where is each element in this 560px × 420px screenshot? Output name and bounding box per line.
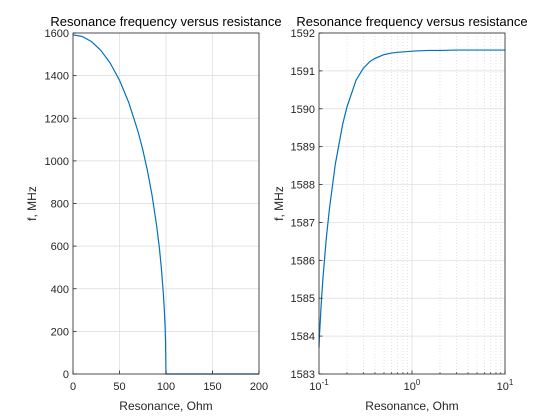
ticks-right: 10-1 100 101 1583 1584 1585 1586 1587 1588 1589 15… bbox=[291, 28, 514, 393]
chart-title-right: Resonance frequency versus resistance bbox=[296, 14, 527, 29]
y-tick-label: 1583 bbox=[291, 369, 315, 381]
y-tick-label: 200 bbox=[51, 326, 69, 338]
ticks-left: 0 50 100 150 200 0 200 400 600 800 1000 1200 1400 160… bbox=[45, 28, 269, 393]
y-tick-label: 1400 bbox=[45, 71, 69, 83]
y-tick-label: 1591 bbox=[291, 66, 315, 78]
x-tick-label: 0 bbox=[70, 381, 76, 393]
y-tick-label: 1600 bbox=[45, 28, 69, 40]
y-tick-label: 1200 bbox=[45, 113, 69, 125]
x-axis-label-left: Resonance, Ohm bbox=[119, 399, 212, 413]
chart-right: 10-1 100 101 1583 1584 1585 1586 1587 1588 1589 15… bbox=[272, 14, 528, 413]
y-tick-label: 1587 bbox=[291, 217, 315, 229]
chart-left: 0 50 100 150 200 0 200 400 600 800 1000 1200 1400 160… bbox=[25, 14, 282, 413]
y-tick-label: 1592 bbox=[291, 28, 315, 40]
y-tick-label: 1589 bbox=[291, 142, 315, 154]
series-line-right bbox=[318, 49, 505, 348]
x-tick-label: 10-1 bbox=[309, 378, 329, 393]
y-axis-label-right: f, MHz bbox=[272, 186, 286, 221]
x-tick-label: 100 bbox=[404, 378, 421, 393]
y-tick-label: 1585 bbox=[291, 293, 315, 305]
y-tick-label: 1000 bbox=[45, 156, 69, 168]
x-axis-label-right: Resonance, Ohm bbox=[365, 399, 458, 413]
y-tick-label: 400 bbox=[51, 284, 69, 296]
x-tick-label: 200 bbox=[250, 381, 268, 393]
y-tick-label: 1586 bbox=[291, 255, 315, 267]
y-tick-label: 1584 bbox=[291, 331, 315, 343]
x-tick-label: 150 bbox=[203, 381, 221, 393]
y-tick-label: 1588 bbox=[291, 180, 315, 192]
y-tick-label: 1590 bbox=[291, 104, 315, 116]
y-tick-label: 0 bbox=[63, 369, 69, 381]
y-tick-label: 800 bbox=[51, 199, 69, 211]
x-tick-label: 100 bbox=[157, 381, 175, 393]
y-tick-label: 600 bbox=[51, 241, 69, 253]
x-tick-label: 50 bbox=[113, 381, 125, 393]
chart-title-left: Resonance frequency versus resistance bbox=[50, 14, 281, 29]
y-axis-label-left: f, MHz bbox=[25, 186, 39, 221]
series-right bbox=[318, 49, 505, 348]
x-tick-label: 101 bbox=[497, 378, 514, 393]
